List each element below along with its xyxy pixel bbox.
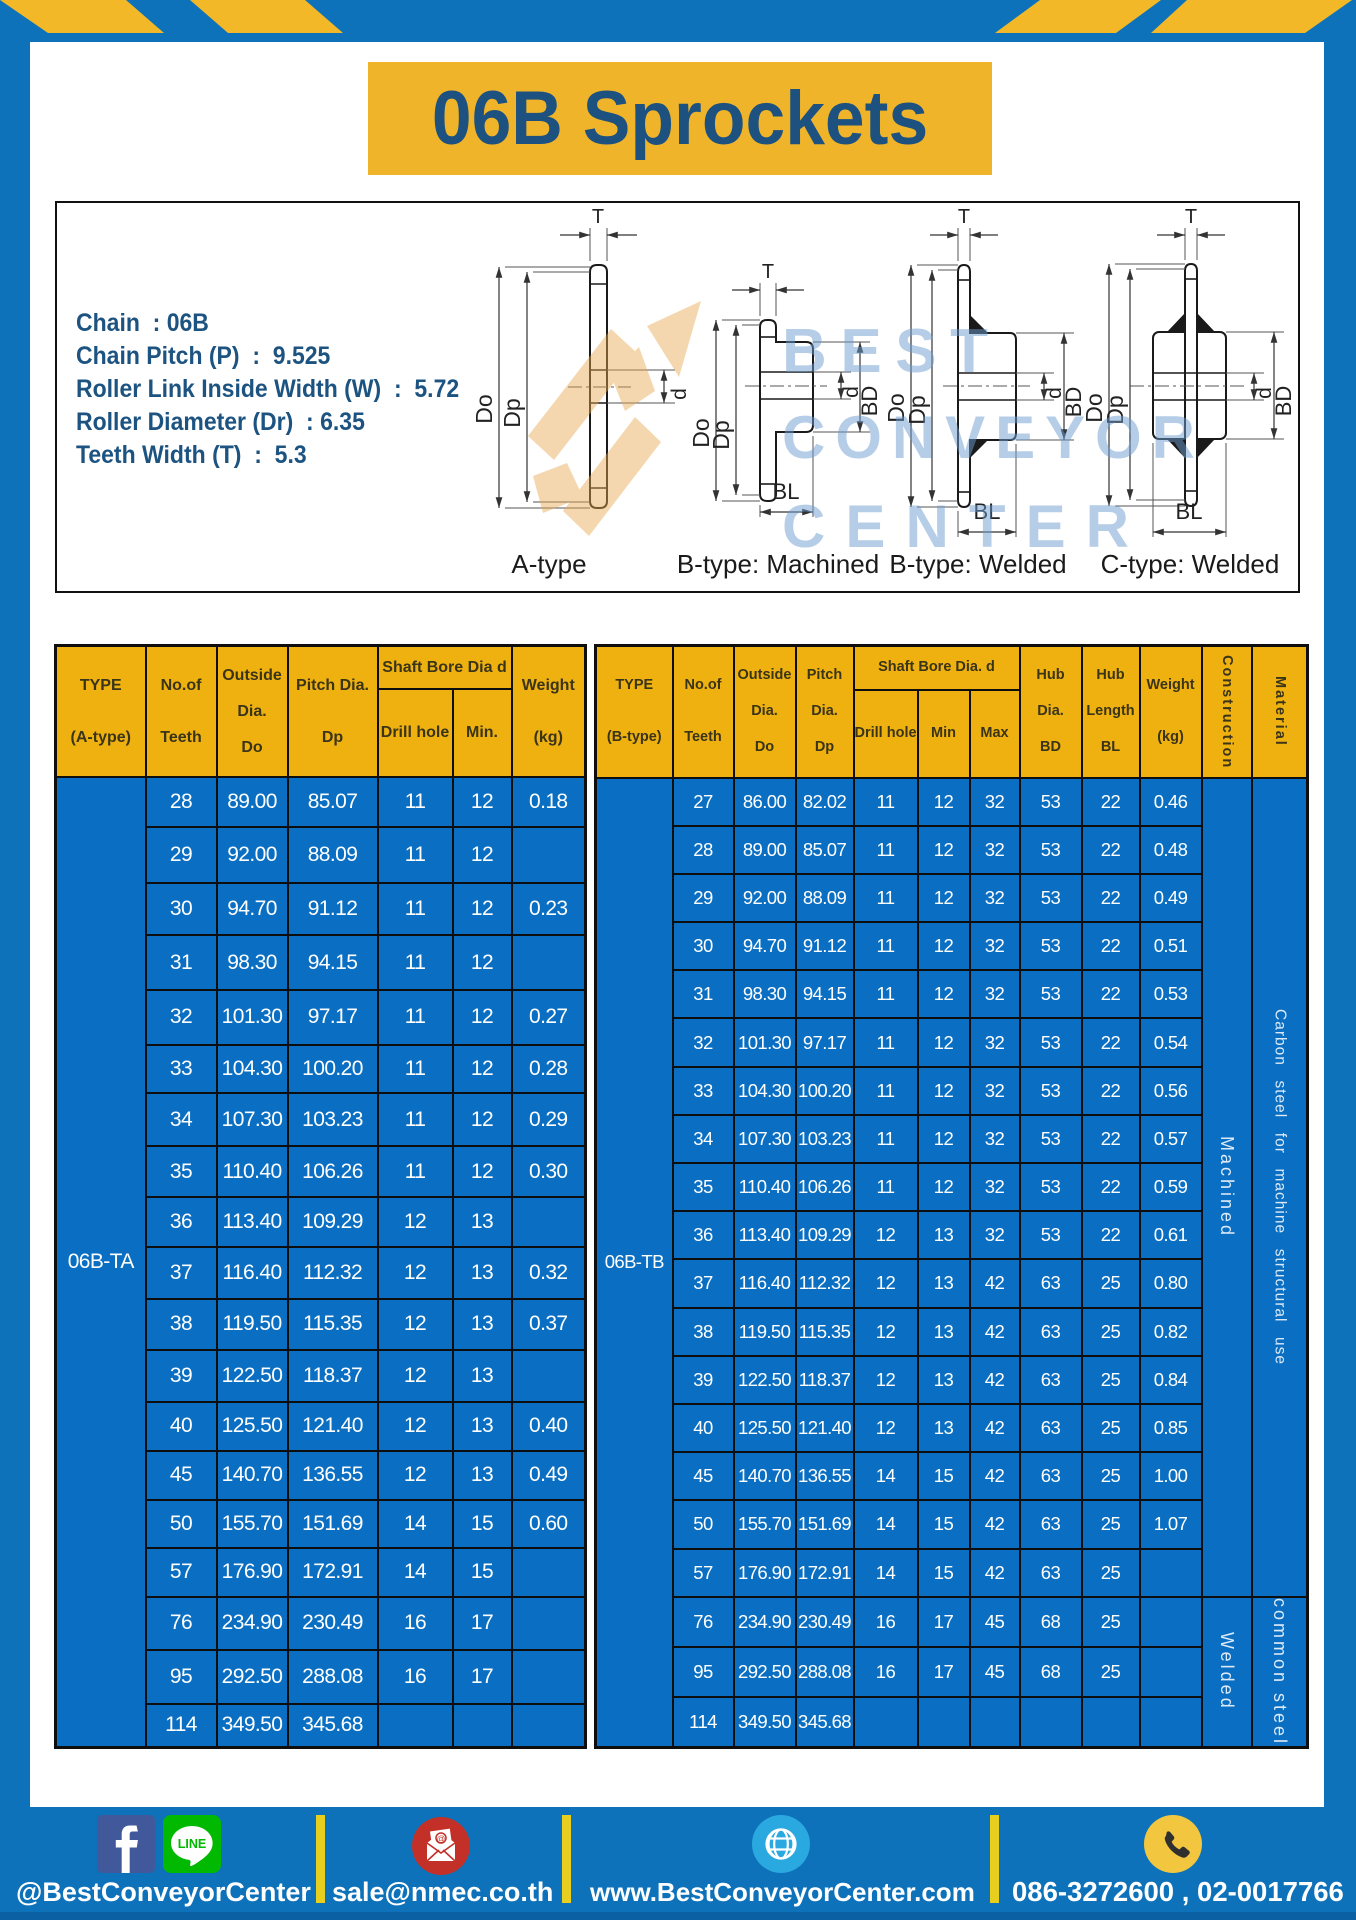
svg-text:Do: Do	[471, 394, 497, 423]
svg-text:d: d	[1253, 387, 1276, 399]
svg-text:Do: Do	[883, 393, 909, 422]
svg-text:LINE: LINE	[178, 1837, 206, 1851]
svg-text:Do: Do	[688, 418, 714, 447]
svg-text:B-type: Machined: B-type: Machined	[677, 549, 879, 579]
svg-text:BD: BD	[857, 386, 882, 417]
svg-text:Dp: Dp	[708, 420, 734, 449]
svg-text:C-type: Welded: C-type: Welded	[1101, 549, 1280, 579]
svg-text:BEST: BEST	[782, 317, 1010, 386]
svg-text:CONVEYOR: CONVEYOR	[782, 404, 1204, 471]
svg-text:T: T	[592, 206, 604, 228]
svg-text:B-type: Welded: B-type: Welded	[889, 549, 1066, 579]
svg-text:d: d	[668, 388, 691, 400]
svg-text:BL: BL	[773, 479, 800, 504]
svg-text:BL: BL	[974, 499, 1001, 524]
svg-text:d: d	[1043, 387, 1066, 399]
svg-text:CENTER: CENTER	[782, 493, 1147, 560]
svg-text:Dp: Dp	[904, 395, 930, 424]
svg-text:A-type: A-type	[511, 549, 586, 579]
svg-text:BD: BD	[1061, 387, 1086, 418]
svg-text:Dp: Dp	[499, 398, 525, 427]
svg-text:d: d	[840, 386, 863, 398]
svg-text:T: T	[1185, 206, 1197, 228]
svg-text:BL: BL	[1176, 499, 1203, 524]
svg-text:Do: Do	[1081, 393, 1107, 422]
svg-text:@: @	[437, 1834, 446, 1844]
svg-text:T: T	[958, 206, 970, 228]
svg-text:BD: BD	[1271, 386, 1296, 417]
svg-text:T: T	[762, 261, 774, 283]
svg-text:Dp: Dp	[1102, 395, 1128, 424]
